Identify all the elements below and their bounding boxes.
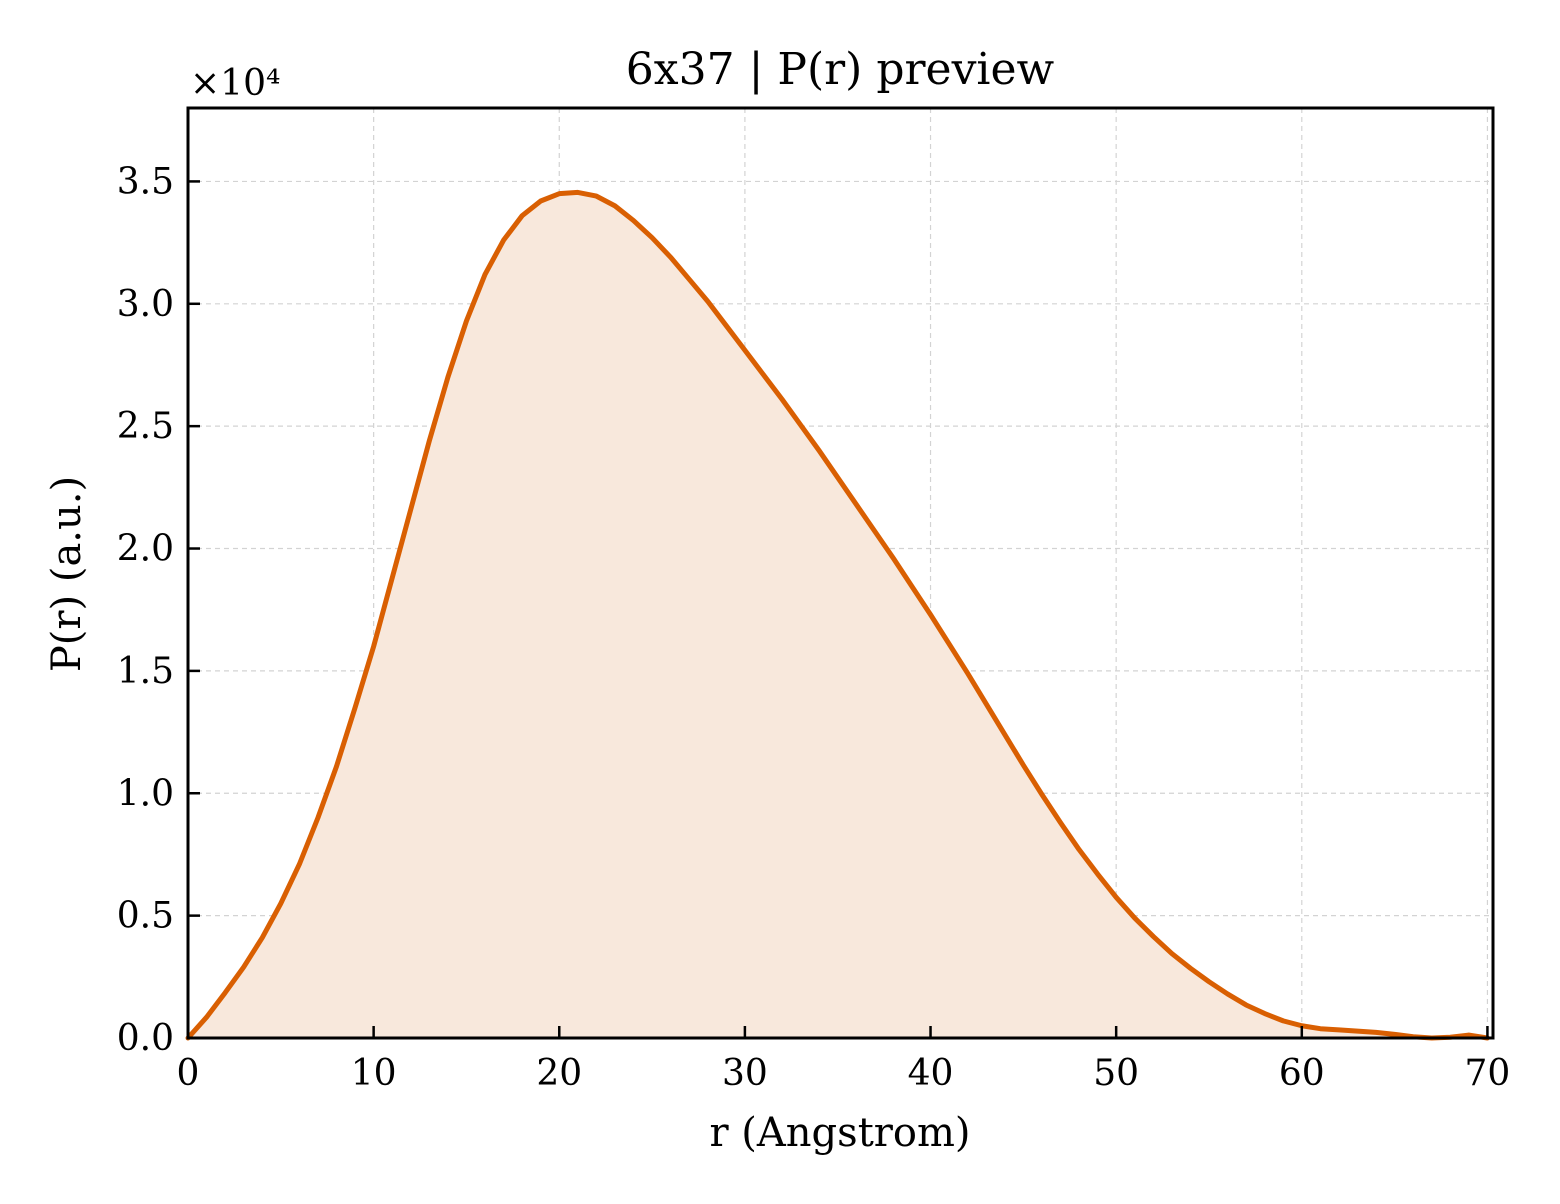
series-line [185, 189, 1490, 1041]
chart-title: 6x37 | P(r) preview [626, 44, 1055, 95]
x-tick-label: 20 [536, 1053, 582, 1094]
x-tick-label: 10 [351, 1053, 397, 1094]
y-axis-multiplier-label: ×10⁴ [190, 63, 280, 104]
axis-tick-labels: 0 10 20 30 40 50 60 70 0.0 0.5 1.0 1.5 2.0 2.5 3.0 3.5 [117, 161, 1511, 1094]
x-tick-label: 60 [1279, 1053, 1325, 1094]
y-tick-label: 0.5 [117, 896, 174, 937]
y-tick-label: 0.0 [117, 1018, 174, 1059]
y-tick-label: 2.0 [117, 529, 174, 570]
series-area-layer [188, 192, 1488, 1038]
y-tick-label: 2.5 [117, 406, 174, 447]
y-tick-label: 3.5 [117, 161, 174, 202]
x-axis-label: r (Angstrom) [709, 1110, 970, 1156]
y-tick-label: 1.0 [117, 773, 174, 814]
x-tick-label: 50 [1093, 1053, 1139, 1094]
plot-frame [186, 106, 1495, 1040]
x-tick-label: 40 [908, 1053, 954, 1094]
x-tick-label: 70 [1465, 1053, 1511, 1094]
y-tick-label: 3.0 [117, 284, 174, 325]
series-line-layer [185, 189, 1490, 1041]
y-axis-label: P(r) (a.u.) [44, 476, 90, 672]
x-tick-label: 0 [177, 1053, 200, 1094]
y-tick-label: 1.5 [117, 651, 174, 692]
x-tick-label: 30 [722, 1053, 768, 1094]
series-area-fill [188, 192, 1488, 1038]
